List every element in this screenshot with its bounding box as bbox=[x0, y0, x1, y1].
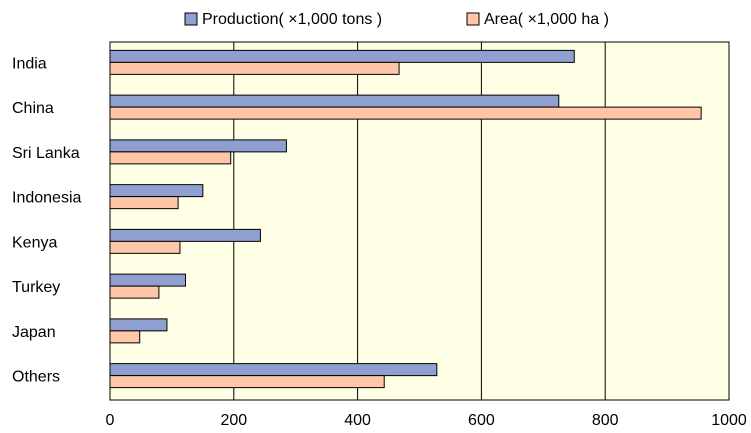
category-label-others: Others bbox=[12, 369, 60, 386]
x-tick-600: 600 bbox=[468, 412, 495, 428]
legend-swatch-2 bbox=[466, 12, 480, 26]
x-tick-labels: 0 200 400 600 800 1000 bbox=[106, 412, 747, 429]
x-tick-400: 400 bbox=[344, 412, 371, 428]
category-label-sri-lanka: Sri Lanka bbox=[12, 145, 80, 162]
bar-china-series-2 bbox=[109, 106, 702, 120]
category-labels: India China Sri Lanka Indonesia Kenya Turkey J… bbox=[12, 55, 81, 385]
category-label-kenya: Kenya bbox=[12, 234, 57, 251]
bar-china-series-1 bbox=[109, 94, 560, 108]
bar-turkey-series-2 bbox=[109, 285, 160, 299]
bar-others-series-2 bbox=[109, 375, 385, 389]
bar-sri-lanka-series-2 bbox=[109, 151, 232, 165]
x-tick-1000: 1000 bbox=[711, 412, 747, 428]
category-label-japan: Japan bbox=[12, 324, 56, 341]
category-label-indonesia: Indonesia bbox=[12, 190, 81, 207]
bar-india-series-2 bbox=[109, 61, 400, 75]
bar-japan-series-1 bbox=[109, 318, 168, 332]
legend-swatch-1 bbox=[184, 12, 198, 26]
bar-india-series-1 bbox=[109, 49, 575, 63]
x-tick-200: 200 bbox=[220, 412, 247, 428]
bar-indonesia-series-1 bbox=[109, 184, 204, 198]
x-tick-800: 800 bbox=[592, 412, 619, 428]
x-tick-0: 0 bbox=[106, 412, 115, 428]
legend-label-1: Production( ×1,000 tons ) bbox=[202, 11, 382, 28]
legend: Production( ×1,000 tons ) Area( ×1,000 ha… bbox=[184, 11, 609, 28]
category-label-india: India bbox=[12, 55, 47, 72]
bar-kenya-series-1 bbox=[109, 228, 261, 242]
category-label-turkey: Turkey bbox=[12, 279, 60, 296]
bar-others-series-1 bbox=[109, 363, 438, 377]
bar-sri-lanka-series-1 bbox=[109, 139, 287, 153]
bar-indonesia-series-2 bbox=[109, 196, 179, 210]
bar-japan-series-2 bbox=[109, 330, 141, 344]
bar-turkey-series-1 bbox=[109, 273, 187, 287]
legend-label-2: Area( ×1,000 ha ) bbox=[484, 11, 609, 28]
category-label-china: China bbox=[12, 100, 54, 117]
plot-frame bbox=[109, 41, 730, 401]
bar-kenya-series-2 bbox=[109, 240, 181, 254]
bars bbox=[109, 49, 702, 389]
